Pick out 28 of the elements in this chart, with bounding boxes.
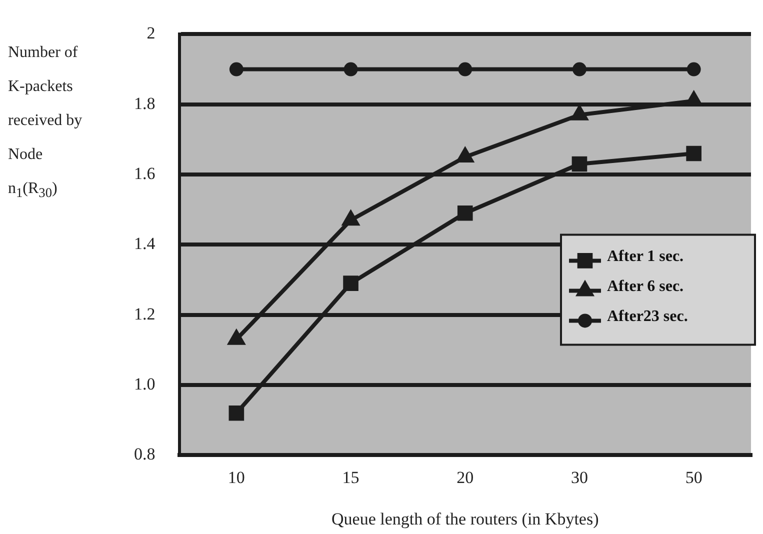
point [229,62,244,76]
y-tick-label: 0.8 [134,444,156,464]
y-tick-label: 1.4 [134,234,156,254]
legend-label: After 6 sec. [607,278,684,295]
point [686,62,701,76]
y-tick-label: 1.6 [134,164,156,183]
y-tick-label: 1.2 [134,304,156,324]
text: Number of K-packets received by Node n$_{1}$(R$_{30}$) [8,44,82,200]
y-tick-label: 2 [146,24,156,43]
point [228,405,244,421]
point [572,156,588,172]
point [342,211,359,226]
legend-label: After 1 sec. [607,248,684,265]
legend-label: After23 sec. [607,308,688,325]
point [343,276,358,291]
x-tick-label: 30 [570,468,588,487]
x-tick-label: 20 [456,468,474,487]
point [686,146,702,162]
x-tick-label: 50 [685,468,702,487]
y-tick-label: 1.0 [134,374,156,394]
x-tick-label: 10 [228,468,245,487]
y-tick-label: 1.8 [134,94,156,113]
point [458,62,472,76]
x-tick-label: 15 [342,468,360,487]
point [457,205,473,221]
point [344,62,358,76]
point [572,62,586,76]
x-axis-title: Queue length of the routers (in Kbytes) [332,509,599,528]
